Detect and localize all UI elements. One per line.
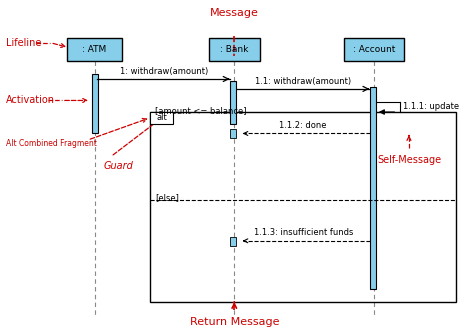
Text: : ATM: : ATM (82, 45, 107, 54)
Text: : Bank: : Bank (220, 45, 248, 54)
Bar (209, 38, 260, 61)
Text: 1.1: withdraw(amount): 1.1: withdraw(amount) (255, 77, 351, 86)
Text: alt: alt (156, 113, 167, 122)
Bar (150, 112, 173, 124)
Text: 1.1.2: done: 1.1.2: done (280, 121, 327, 130)
Bar (344, 38, 404, 61)
Text: 1.1.3: insufficient funds: 1.1.3: insufficient funds (254, 228, 353, 237)
Bar (370, 87, 376, 289)
Text: [amount <= balance]: [amount <= balance] (155, 106, 246, 115)
Text: : Account: : Account (353, 45, 395, 54)
Text: Alt Combined Fragment: Alt Combined Fragment (6, 139, 97, 148)
Bar (230, 237, 236, 246)
Text: [else]: [else] (155, 193, 179, 202)
Bar (150, 112, 456, 302)
Text: Self-Message: Self-Message (377, 155, 441, 165)
Text: 1: withdraw(amount): 1: withdraw(amount) (120, 67, 209, 76)
Bar (67, 38, 122, 61)
Text: 1.1.1: update: 1.1.1: update (403, 102, 459, 111)
Text: Lifeline: Lifeline (6, 38, 41, 48)
Text: Activation: Activation (6, 96, 55, 106)
Bar (92, 74, 98, 134)
Bar (230, 129, 236, 139)
Text: Message: Message (210, 8, 259, 18)
Text: Return Message: Return Message (190, 317, 279, 327)
Bar (230, 81, 236, 124)
Text: Guard: Guard (104, 162, 134, 171)
